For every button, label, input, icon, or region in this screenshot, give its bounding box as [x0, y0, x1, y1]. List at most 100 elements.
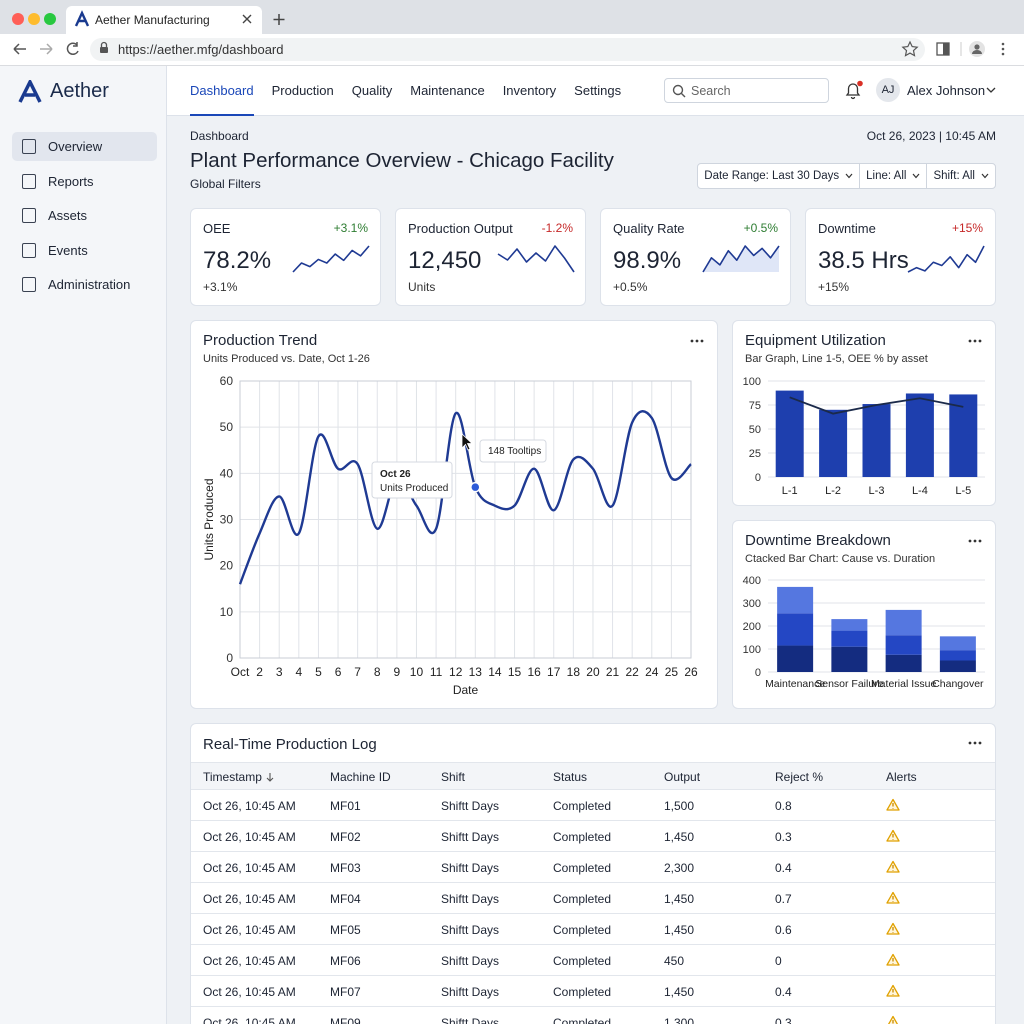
- sidebar-icon: [22, 139, 36, 154]
- sidebar-item[interactable]: Assets: [12, 201, 157, 230]
- kpi-label: OEE: [203, 221, 231, 236]
- kpi-value: 12,450: [408, 247, 482, 274]
- table-cell: 1,450: [664, 830, 695, 844]
- table-cell: Completed: [553, 954, 612, 968]
- kpi-card: Production Output -1.2% 12,450 Units: [395, 208, 586, 306]
- chart-subtitle: Units Produced vs. Date, Oct 1-26: [203, 353, 370, 365]
- kpi-card: OEE +3.1% 78.2% +3.1%: [190, 208, 381, 306]
- table-cell: Completed: [553, 1016, 612, 1024]
- table-cell: 0.4: [775, 861, 792, 875]
- sort-arrow: [266, 773, 274, 782]
- kpi-note: Units: [408, 280, 436, 294]
- table-title: Real-Time Production Log: [203, 736, 377, 753]
- kpi-change: +15%: [951, 221, 983, 235]
- nav-link[interactable]: Production: [271, 83, 334, 98]
- notifications[interactable]: [843, 80, 865, 102]
- nav-link[interactable]: Settings: [574, 83, 622, 98]
- table-header: Shift: [441, 770, 466, 784]
- sidebar-item[interactable]: Reports: [12, 167, 157, 196]
- table-cell: Completed: [553, 830, 612, 844]
- tab-title[interactable]: Aether Manufacturing: [95, 13, 210, 27]
- kpi-value: 78.2%: [203, 247, 272, 274]
- table-cell: 0.3: [775, 830, 792, 844]
- sidebar-label: Assets: [48, 208, 88, 223]
- table-cell: Shiftt Days: [441, 1016, 500, 1024]
- chart-title: Equipment Utilization: [745, 332, 886, 349]
- nav-link[interactable]: Maintenance: [410, 83, 485, 98]
- nav-link[interactable]: Dashboard: [190, 66, 254, 116]
- sidebar-label: Administration: [48, 277, 131, 292]
- alert-icon: [886, 829, 900, 842]
- table-row-border: [191, 913, 995, 914]
- table-cell: Oct 26, 10:45 AM: [203, 861, 296, 875]
- chevron-path: [912, 173, 920, 179]
- filter-label: Line: All: [866, 170, 907, 182]
- nav-link[interactable]: Inventory: [502, 83, 557, 98]
- table-cell: 1,450: [664, 923, 695, 937]
- table-row-border: [191, 820, 995, 821]
- chevron: [981, 173, 989, 179]
- sidebar-item[interactable]: Events: [12, 236, 157, 265]
- chart-title: Downtime Breakdown: [745, 532, 891, 549]
- arrow: [266, 773, 274, 782]
- table-cell: Shiftt Days: [441, 892, 500, 906]
- chevron: [845, 173, 853, 179]
- filter-label: Shift: All: [933, 170, 975, 182]
- table-cell: 0.7: [775, 892, 792, 906]
- sidebar-item[interactable]: Overview: [12, 132, 157, 161]
- table-cell: Shiftt Days: [441, 923, 500, 937]
- filter-dropdown[interactable]: Shift: All: [926, 164, 995, 188]
- table-cell: Oct 26, 10:45 AM: [203, 954, 296, 968]
- url[interactable]: https://aether.mfg/dashboard: [118, 42, 284, 57]
- table-cell: Completed: [553, 985, 612, 999]
- global-filters-label: Global Filters: [190, 177, 261, 191]
- user-name[interactable]: Alex Johnson: [907, 83, 986, 98]
- filter-dropdown[interactable]: Line: All: [859, 164, 926, 188]
- sidebar-label: Overview: [48, 139, 103, 154]
- table-row-border: [191, 882, 995, 883]
- table-cell: 0.4: [775, 985, 792, 999]
- kpi-note: +3.1%: [203, 280, 238, 294]
- kpi-value: 38.5 Hrs: [818, 247, 909, 274]
- table-cell: Oct 26, 10:45 AM: [203, 985, 296, 999]
- nav-link[interactable]: Quality: [351, 83, 393, 98]
- chart-subtitle: Bar Graph, Line 1-5, OEE % by asset: [745, 353, 928, 365]
- table-cell: Shiftt Days: [441, 954, 500, 968]
- table-header[interactable]: Timestamp: [203, 770, 262, 784]
- user-chevron: [986, 87, 996, 93]
- kpi-change: +0.5%: [743, 221, 778, 235]
- kpi-value: 98.9%: [613, 247, 682, 274]
- chart-card: Equipment Utilization Bar Graph, Line 1-5…: [732, 320, 996, 506]
- table-cell: 450: [664, 954, 685, 968]
- table-card: Real-Time Production Log Timestamp Machine…: [190, 723, 996, 1024]
- breadcrumb: Dashboard: [190, 129, 249, 143]
- chart-title: Production Trend: [203, 332, 318, 349]
- search-box[interactable]: Search: [664, 78, 829, 103]
- sidebar: [0, 66, 167, 1024]
- alert-icon: [886, 860, 900, 873]
- sidebar-icon: [22, 277, 36, 292]
- filter-dropdown[interactable]: Date Range: Last 30 Days: [698, 164, 859, 188]
- alert-icon: [886, 953, 900, 966]
- table-cell: Oct 26, 10:45 AM: [203, 923, 296, 937]
- table-cell: Completed: [553, 892, 612, 906]
- avatar[interactable]: AJ: [876, 78, 900, 102]
- table-cell: 0.3: [775, 1016, 792, 1024]
- table-cell: Oct 26, 10:45 AM: [203, 799, 296, 813]
- chevron-path: [981, 173, 989, 179]
- table-cell: MF06: [330, 954, 361, 968]
- table-cell: MF02: [330, 830, 361, 844]
- x-tick-label: Maintenance: [765, 678, 826, 690]
- kpi-label: Downtime: [818, 221, 876, 236]
- kpi-change: -1.2%: [541, 221, 573, 235]
- search-icon: [672, 84, 686, 98]
- sidebar-item[interactable]: Administration: [12, 270, 157, 299]
- brand-name: Aether: [50, 80, 109, 102]
- datetime: Oct 26, 2023 | 10:45 AM: [866, 129, 996, 143]
- table-cell: 0: [775, 954, 782, 968]
- sidebar-label: Events: [48, 242, 88, 258]
- table-row-border: [191, 1006, 995, 1007]
- table-row-border: [191, 975, 995, 976]
